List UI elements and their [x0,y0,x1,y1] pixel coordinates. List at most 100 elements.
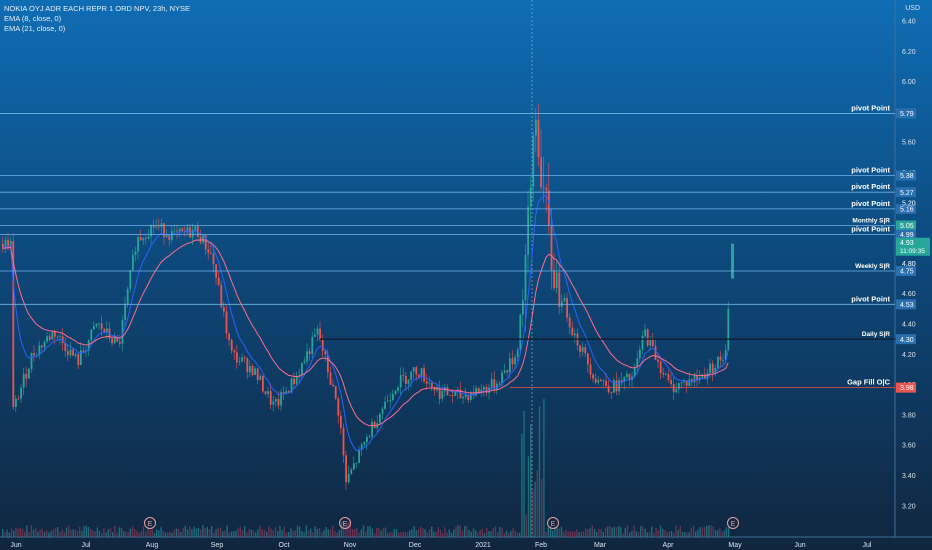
volume-bar [76,530,79,537]
volume-bar [455,526,457,537]
volume-bar [83,526,85,537]
candle-body [321,339,324,351]
level-price-text: 3.98 [900,385,914,392]
volume-bar [94,531,96,537]
candle-body [397,387,399,391]
volume-bar [646,532,648,537]
level-price-text: 5.79 [900,111,914,118]
candle-body [607,386,610,393]
volume-bar [380,530,382,537]
volume-bar [8,532,10,537]
volume-bar [448,529,450,537]
x-tick-label: Nov [344,542,357,549]
candle-body [405,375,407,384]
volume-bar [686,532,688,537]
candle-body [15,398,17,407]
volume-bar [349,521,351,537]
volume-bar [486,528,488,537]
volume-bar [200,529,202,537]
volume-bar [105,532,107,537]
candle-body [522,300,524,315]
candle-body [116,337,119,342]
volume-bar [400,532,402,537]
level-price-text: 5.05 [900,223,914,230]
candle-body [298,374,301,376]
candle-body [633,367,636,377]
candle-body [165,235,168,238]
volume-bar [50,531,52,537]
candle-body [74,354,77,356]
candle-body [581,347,584,352]
volume-bar [398,532,400,537]
candle-body [644,329,646,337]
volume-bar [213,532,215,537]
volume-bar [435,532,437,537]
candle-body [54,331,56,337]
candle-body [509,358,511,373]
volume-bar [431,526,433,537]
volume-bar [593,528,596,537]
candle-body [158,226,160,228]
last-price-value: 4.93 [900,240,914,247]
volume-bar [598,528,600,537]
volume-bar [96,527,98,537]
candle-body [368,436,371,438]
volume-bar [281,529,283,537]
candle-body [80,350,82,366]
candle-body [233,350,236,353]
volume-bar [442,532,444,537]
volume-bar [208,528,211,537]
volume-bar [596,531,598,537]
level-label: pivot Point [851,166,890,175]
y-tick-label: 4.40 [902,322,916,329]
candle-body [472,392,475,396]
candle-body [267,391,269,394]
candle-body [683,380,685,383]
volume-bar [261,529,263,537]
volume-bar [492,527,494,537]
volume-bar [470,531,472,537]
level-price-badge [896,203,916,214]
candle-body [262,375,264,392]
volume-bar [41,528,43,537]
volume-bar [283,526,285,537]
candle-body [618,380,620,392]
volume-bar [294,530,296,537]
volume-bar [70,529,72,537]
volume-bar [266,531,268,537]
candle-body [462,396,464,399]
volume-bar [81,530,83,537]
volume-bar [235,530,237,537]
volume-bar [211,525,213,537]
volume-bar [477,532,479,537]
volume-bar [587,528,589,537]
volume-bar [140,531,142,537]
candle-body [418,374,420,378]
candle-body [610,392,613,393]
candle-body [685,380,688,386]
candle-body [332,384,334,387]
candle-body [394,390,397,395]
candle-body [33,352,35,356]
volume-bar [695,531,697,537]
candle-body [134,251,137,255]
y-tick-label: 6.20 [902,49,916,56]
candle-body [451,395,454,397]
candle-body [280,392,282,406]
volume-bar [499,527,501,537]
volume-bar [46,530,48,537]
y-tick-label: 4.60 [902,291,916,298]
volume-bar [285,532,288,537]
volume-bar [182,527,184,537]
candle-body [446,387,449,396]
volume-bar [552,530,554,537]
candle-body [584,347,587,354]
volume-bar [197,527,200,537]
volume-bar [644,528,646,537]
candle-body [288,391,290,393]
volume-bar [226,525,228,537]
volume-bar [534,481,536,537]
volume-bar [609,526,611,537]
